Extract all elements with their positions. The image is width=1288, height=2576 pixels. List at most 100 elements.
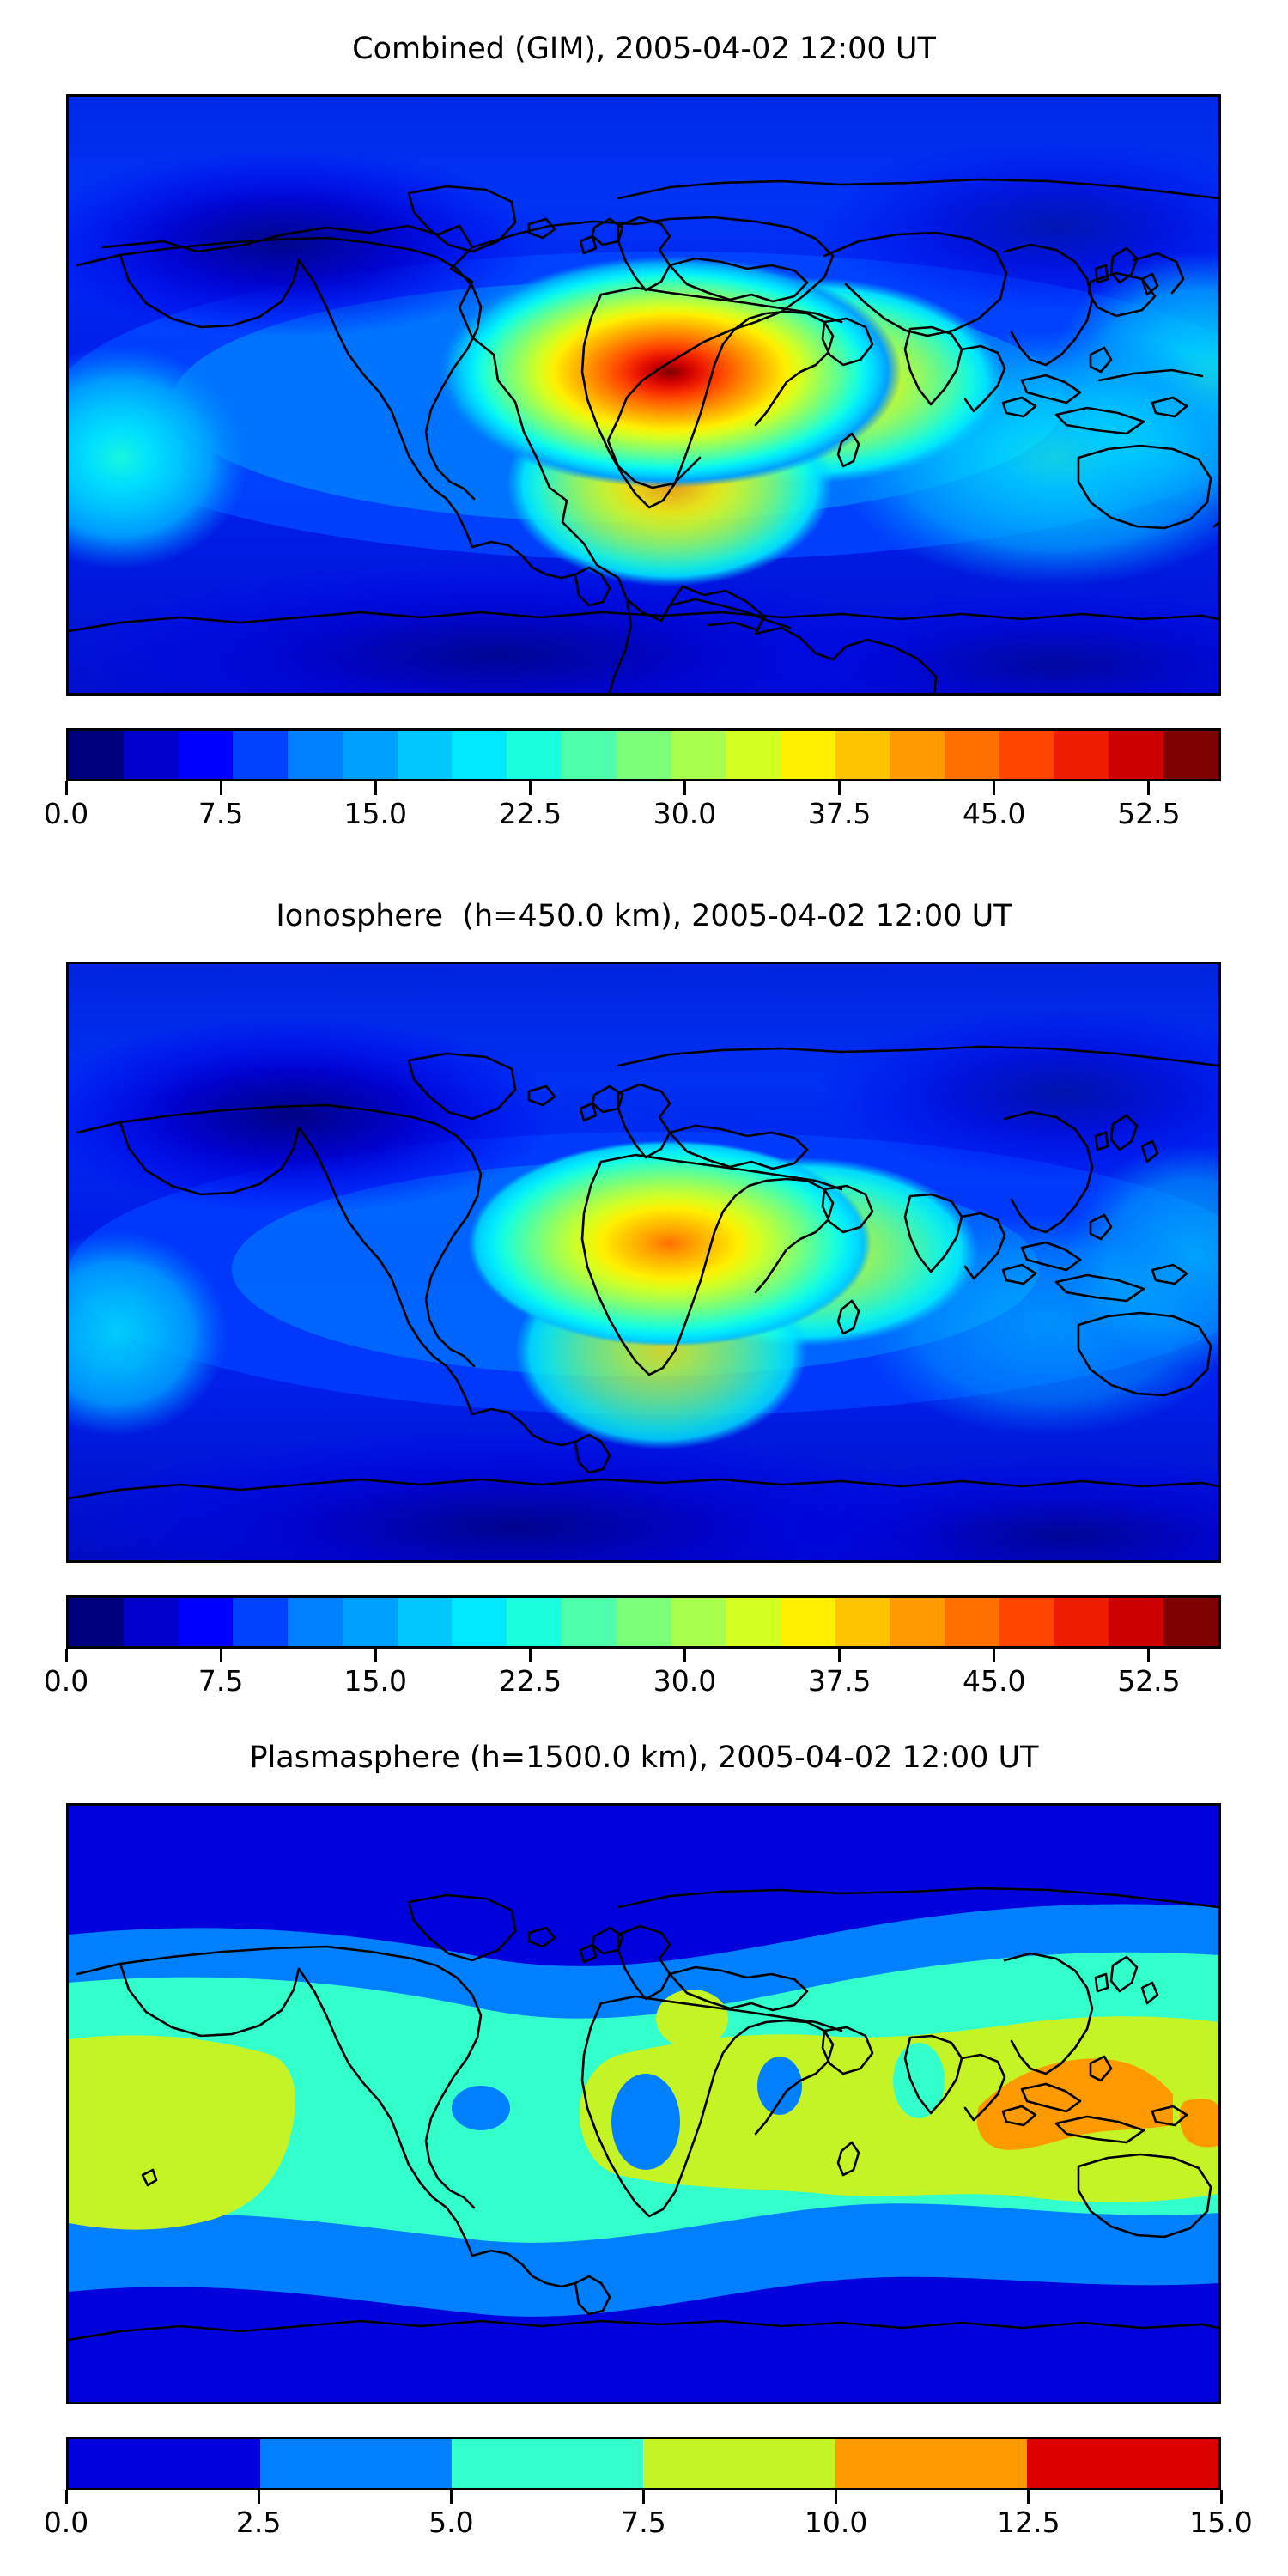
colorbar-band: [452, 1598, 507, 1646]
colorbar-band: [1054, 1598, 1109, 1646]
colorbar-band: [616, 1598, 671, 1646]
colorbar-plasmasphere[interactable]: [66, 2437, 1221, 2490]
colorbar-ticklabel: 37.5: [807, 1664, 872, 1698]
colorbar-band: [780, 1598, 835, 1646]
colorbar-tickmark: [993, 781, 996, 795]
colorbar-combined-gim[interactable]: [66, 728, 1221, 781]
colorbar-band: [233, 1598, 289, 1646]
colorbar-tickmark: [1027, 2490, 1030, 2504]
colorbar-ticks-combined-gim: 0.0 7.5 15.0 22.5 30.0 37.5 45.0 52.5: [44, 781, 1221, 831]
colorbar-band: [1109, 731, 1164, 779]
colorbar-band: [999, 731, 1054, 779]
colorbar-band: [397, 731, 453, 779]
colorbar-band: [945, 731, 999, 779]
colorbar-band: [69, 2439, 261, 2488]
panel-title-combined-gim: Combined (GIM), 2005-04-02 12:00 UT: [352, 32, 936, 66]
colorbar-ticklabel: 15.0: [1189, 2506, 1253, 2539]
colorbar-tickmark: [257, 2490, 260, 2504]
colorbar-ticklabel: 37.5: [807, 797, 872, 830]
colorbar-band: [288, 731, 343, 779]
colorbar-band: [616, 731, 671, 779]
colorbar-band: [342, 731, 398, 779]
colorbar-ticklabel: 15.0: [343, 1664, 408, 1698]
colorbar-band: [397, 1598, 453, 1646]
colorbar-band: [260, 2439, 453, 2488]
colorbar-wrap-ionosphere: 0.0 7.5 15.0 22.5 30.0 37.5 45.0 52.5: [44, 1595, 1221, 1698]
colorbar-tickmark: [374, 1649, 377, 1662]
colorbar-band: [890, 731, 945, 779]
colorbar-ticks-ionosphere: 0.0 7.5 15.0 22.5 30.0 37.5 45.0 52.5: [44, 1649, 1221, 1698]
colorbar-band: [1163, 731, 1218, 779]
colorbar-band: [1109, 1598, 1164, 1646]
colorbar-tickmark: [683, 1649, 687, 1662]
colorbar-band: [123, 1598, 179, 1646]
colorbar-band: [671, 1598, 726, 1646]
colorbar-tickmark: [219, 781, 222, 795]
colorbar-band: [780, 731, 835, 779]
colorbar-band: [835, 2439, 1027, 2488]
colorbar-tickmark: [449, 2490, 453, 2504]
colorbar-band: [342, 1598, 398, 1646]
colorbar-band: [835, 1598, 890, 1646]
colorbar-tickmark: [64, 781, 68, 795]
colorbar-ticklabel: 22.5: [498, 1664, 562, 1698]
colorbar-band: [507, 1598, 562, 1646]
colorbar-band: [999, 1598, 1054, 1646]
colorbar-band: [452, 731, 507, 779]
colorbar-tickmark: [1147, 781, 1151, 795]
colorbar-ticklabel: 2.5: [235, 2506, 282, 2539]
colorbar-ticklabel: 7.5: [197, 797, 244, 830]
colorbar-ticklabel: 30.0: [653, 1664, 717, 1698]
colorbar-tickmark: [1219, 2490, 1223, 2504]
colorbar-band: [178, 1598, 234, 1646]
colorbar-band: [835, 731, 890, 779]
colorbar-band: [726, 731, 781, 779]
colorbar-ticklabel: 5.0: [428, 2506, 474, 2539]
colorbar-ticklabel: 12.5: [997, 2506, 1060, 2539]
colorbar-band: [643, 2439, 835, 2488]
colorbar-band: [123, 731, 179, 779]
colorbar-band: [671, 731, 726, 779]
map-axes-combined-gim: [66, 94, 1221, 696]
colorbar-ticklabel: 7.5: [621, 2506, 666, 2539]
colorbar-ticklabel: 52.5: [1117, 797, 1181, 830]
colorbar-ticks-plasmasphere: 0.0 2.5 5.0 7.5 10.0 12.5 15.0: [44, 2490, 1253, 2540]
colorbar-ticklabel: 7.5: [197, 1664, 244, 1698]
colorbar-tickmark: [642, 2490, 645, 2504]
panel-title-plasmasphere: Plasmasphere (h=1500.0 km), 2005-04-02 1…: [249, 1741, 1039, 1775]
colorbar-ticklabel: 0.0: [43, 1664, 89, 1698]
colorbar-band: [561, 731, 617, 779]
colorbar-tickmark: [219, 1649, 222, 1662]
colorbar-ticklabel: 45.0: [963, 797, 1026, 830]
colorbar-band: [945, 1598, 999, 1646]
colorbar-band: [69, 731, 124, 779]
colorbar-band: [890, 1598, 945, 1646]
colorbar-tickmark: [374, 781, 377, 795]
colorbar-ticklabel: 30.0: [653, 797, 717, 830]
colorbar-tickmark: [683, 781, 687, 795]
map-axes-plasmasphere: [66, 1803, 1221, 2404]
colorbar-band: [233, 731, 289, 779]
colorbar-wrap-combined-gim: 0.0 7.5 15.0 22.5 30.0 37.5 45.0 52.5: [44, 728, 1221, 831]
colorbar-ticklabel: 10.0: [804, 2506, 868, 2539]
colorbar-tickmark: [993, 1649, 996, 1662]
colorbar-band: [452, 2439, 644, 2488]
colorbar-ticklabel: 0.0: [43, 797, 89, 830]
colorbar-ticklabel: 0.0: [43, 2506, 89, 2539]
colorbar-band: [1054, 731, 1109, 779]
colorbar-ticklabel: 15.0: [343, 797, 408, 830]
colorbar-band: [507, 731, 562, 779]
map-axes-ionosphere: [66, 962, 1221, 1563]
colorbar-band: [288, 1598, 343, 1646]
colorbar-wrap-plasmasphere: 0.0 2.5 5.0 7.5 10.0 12.5 15.0: [44, 2437, 1253, 2540]
colorbar-band: [1163, 1598, 1218, 1646]
colorbar-ticklabel: 22.5: [498, 797, 562, 830]
colorbar-tickmark: [1147, 1649, 1151, 1662]
colorbar-band: [561, 1598, 617, 1646]
colorbar-tickmark: [835, 2490, 838, 2504]
colorbar-ionosphere[interactable]: [66, 1595, 1221, 1649]
colorbar-band: [726, 1598, 781, 1646]
panel-title-ionosphere: Ionosphere (h=450.0 km), 2005-04-02 12:0…: [276, 899, 1012, 933]
colorbar-tickmark: [838, 1649, 841, 1662]
